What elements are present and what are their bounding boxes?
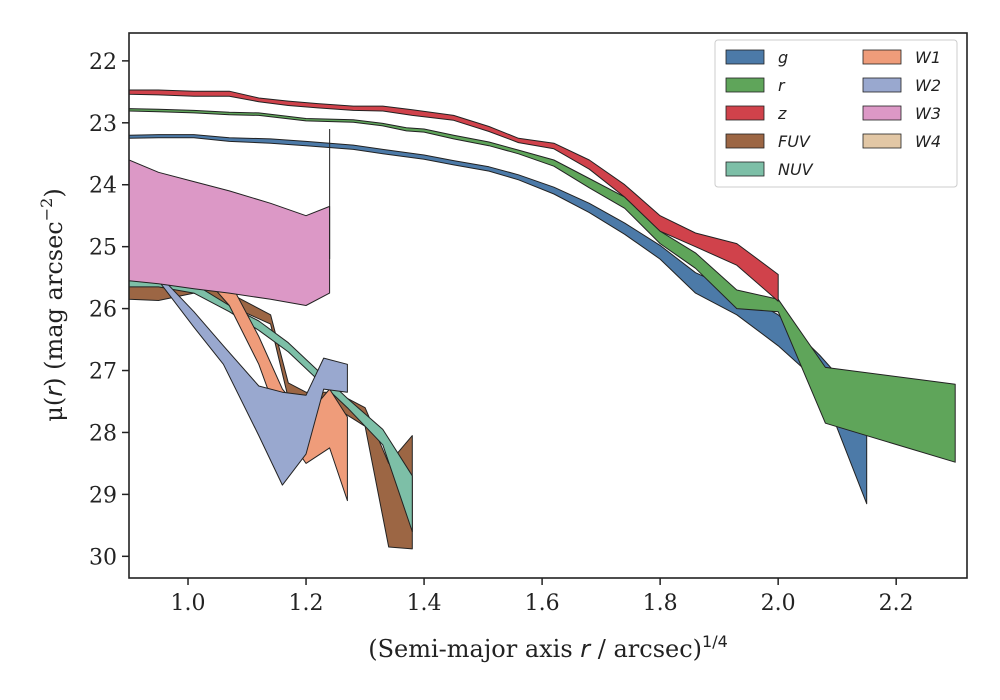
legend-swatch-r (725, 77, 765, 93)
plot-frame (128, 32, 968, 579)
legend-swatch-w1 (862, 49, 902, 65)
band-w2 (129, 236, 348, 486)
x-tick-label: 2.2 (879, 591, 914, 616)
legend-label-z: z (777, 104, 787, 123)
y-tick-label: 26 (89, 298, 117, 323)
legend-swatch-w2 (862, 77, 902, 93)
data-bands (129, 89, 956, 550)
y-tick-label: 27 (89, 360, 117, 385)
band-r (129, 108, 956, 463)
y-tick-label: 29 (89, 483, 117, 508)
band-z (129, 89, 779, 302)
x-axis-ticks: 1.0 1.2 1.4 1.6 1.8 2.0 2.2 (171, 578, 914, 616)
legend-swatch-z (725, 105, 765, 121)
legend-swatch-w3 (862, 105, 902, 121)
legend-swatch-w4 (862, 133, 902, 149)
x-axis-label: (Semi-major axis r / arcsec)1/4 (368, 632, 728, 663)
y-tick-label: 24 (89, 174, 117, 199)
legend-label-w2: W2 (915, 76, 941, 95)
legend-label-g: g (778, 48, 788, 67)
y-tick-label: 30 (89, 545, 117, 570)
legend-swatch-nuv (725, 161, 765, 177)
x-tick-label: 2.0 (761, 591, 796, 616)
x-tick-label: 1.0 (171, 591, 206, 616)
legend-frame (714, 39, 958, 188)
legend: grz FUV NUV W1 W2 W3 W4 (714, 39, 958, 188)
x-tick-label: 1.2 (289, 591, 324, 616)
legend-label-fuv: FUV (778, 132, 811, 151)
y-tick-label: 28 (89, 421, 117, 446)
y-tick-label: 22 (89, 50, 117, 75)
x-tick-label: 1.4 (407, 591, 442, 616)
y-axis-ticks: 22 23 24 25 26 27 28 29 30 (89, 50, 129, 570)
legend-label-w1: W1 (915, 48, 941, 67)
legend-label-nuv: NUV (778, 160, 814, 179)
x-tick-label: 1.8 (643, 591, 678, 616)
legend-swatch-fuv (725, 133, 765, 149)
y-tick-label: 23 (89, 112, 117, 137)
band-g (129, 134, 868, 505)
band-w3 (129, 159, 331, 306)
legend-label-w4: W4 (915, 132, 941, 151)
x-tick-label: 1.6 (525, 591, 560, 616)
y-axis-label: μ(r) (mag arcsec−2) (37, 188, 68, 421)
legend-label-r: r (778, 76, 786, 95)
legend-label-w3: W3 (915, 104, 941, 123)
legend-swatch-g (725, 49, 765, 65)
y-tick-label: 25 (89, 236, 117, 261)
